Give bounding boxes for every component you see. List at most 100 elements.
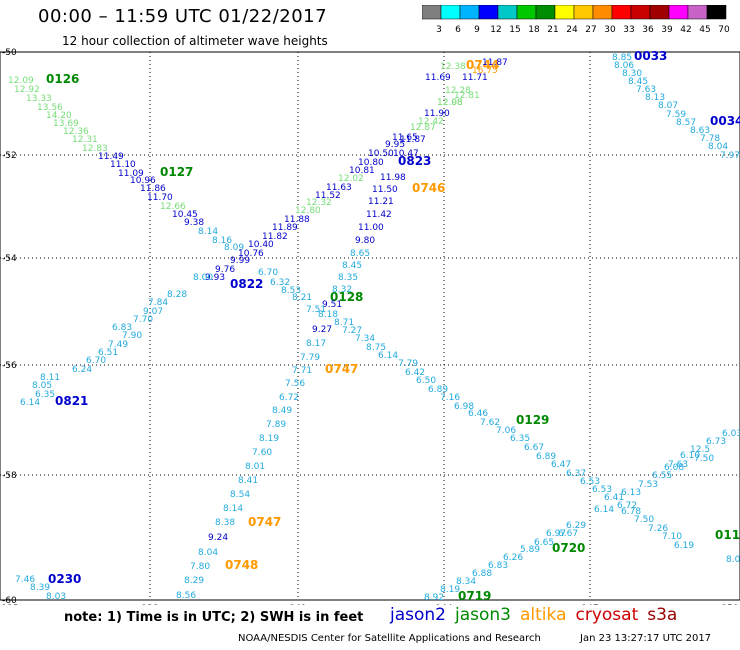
wave-height-value: 8.0 — [726, 555, 740, 565]
wave-height-value: 10.96 — [130, 176, 156, 186]
wave-height-value: 6.37 — [566, 469, 586, 479]
wave-height-value: 11.87 — [482, 58, 508, 68]
wave-height-value: 6.32 — [270, 278, 290, 288]
wave-height-value: 6.29 — [566, 521, 586, 531]
latitude-label: -52 — [2, 151, 17, 161]
page-title: 00:00 – 11:59 UTC 01/22/2017 — [38, 6, 328, 27]
wave-height-value: 12.80 — [295, 206, 321, 216]
colorbar-swatch — [706, 5, 727, 20]
wave-height-value: 6.14 — [20, 398, 40, 408]
wave-height-value: 7.90 — [122, 331, 142, 341]
wave-height-value: 7.70 — [133, 315, 153, 325]
wave-height-value: 12.38 — [440, 62, 466, 72]
wave-height-value: 6.26 — [503, 553, 523, 563]
map-frame — [0, 51, 740, 601]
wave-height-value: 8.29 — [184, 576, 204, 586]
wave-height-value: 7.60 — [252, 448, 272, 458]
pass-time-label: 0126 — [46, 72, 79, 86]
satellite-legend: jason2 jason3 altika cryosat s3a — [390, 605, 686, 625]
wave-height-value: 8.04 — [708, 142, 728, 152]
legend-item-cryosat: cryosat — [575, 605, 639, 625]
pass-time-label: 0033 — [634, 49, 667, 63]
wave-height-value: 8.32 — [332, 285, 352, 295]
wave-height-value: 7.62 — [480, 418, 500, 428]
wave-height-value: 12.02 — [338, 174, 364, 184]
pass-time-label: 0720 — [552, 541, 585, 555]
pass-time-label: 0719 — [458, 589, 491, 603]
wave-height-value: 9.95 — [385, 140, 405, 150]
wave-height-value: 8.19 — [259, 434, 279, 444]
wave-height-value: 6.10 — [680, 451, 700, 461]
wave-height-value: 7.06 — [496, 426, 516, 436]
colorbar-label: 30 — [604, 25, 616, 35]
wave-height-value: 8.09 — [224, 243, 244, 253]
wave-height-value: 7.80 — [190, 562, 210, 572]
pass-time-label: 0127 — [160, 165, 193, 179]
wave-height-value: 7.79 — [300, 353, 320, 363]
wave-height-value: 6.72 — [279, 393, 299, 403]
wave-height-value: 6.72 — [617, 501, 637, 511]
wave-height-value: 10.47 — [393, 149, 419, 159]
wave-height-value: 6.19 — [674, 541, 694, 551]
wave-height-value: 6.35 — [35, 390, 55, 400]
wave-height-value: 9.93 — [205, 273, 225, 283]
pass-time-label: 0748 — [225, 558, 258, 572]
pass-time-label: 0822 — [230, 277, 263, 291]
colorbar-label: 33 — [623, 25, 634, 35]
wave-height-value: 6.67 — [524, 443, 544, 453]
wave-height-value: 11.71 — [462, 73, 488, 83]
wave-height-value: 8.39 — [30, 583, 50, 593]
wave-height-value: 11.70 — [147, 193, 173, 203]
wave-height-value: 12.92 — [14, 85, 40, 95]
wave-height-value: 11.82 — [262, 232, 288, 242]
wave-height-value: 6.50 — [416, 376, 436, 386]
latitude-label: -58 — [2, 471, 17, 481]
colorbar-label: 39 — [661, 25, 673, 35]
wave-height-value: 6.46 — [468, 409, 488, 419]
legend-item-s3a: s3a — [647, 605, 678, 625]
wave-height-value: 7.84 — [148, 298, 168, 308]
pass-time-label: 0747 — [325, 362, 358, 376]
colorbar-label: 36 — [642, 25, 654, 35]
wave-height-value: 12.42 — [418, 117, 444, 127]
wave-height-value: 8.18 — [318, 310, 338, 320]
wave-height-value: 13.69 — [53, 119, 79, 129]
wave-height-value: 10.80 — [358, 158, 384, 168]
wave-height-value: 12.66 — [160, 202, 186, 212]
pass-time-label: 0128 — [330, 290, 363, 304]
colorbar-label: 42 — [680, 25, 691, 35]
wave-height-value: 7.16 — [440, 393, 460, 403]
colorbar-label: 45 — [699, 25, 710, 35]
wave-height-value: 8.07 — [658, 101, 678, 111]
wave-height-value: 12.87 — [410, 123, 436, 133]
wave-height-value: 7.34 — [355, 334, 375, 344]
wave-height-value: 8.41 — [238, 476, 258, 486]
wave-height-value: 11.87 — [400, 135, 426, 145]
wave-height-value: 5.89 — [520, 545, 540, 555]
wave-height-value: 8.35 — [338, 273, 358, 283]
wave-height-value: 7.71 — [292, 366, 312, 376]
wave-height-value: 6.55 — [652, 471, 672, 481]
latitude-label: -50 — [2, 48, 17, 58]
wave-height-value: 10.50 — [368, 149, 394, 159]
footnote: note: 1) Time is in UTC; 2) SWH is in fe… — [64, 610, 364, 625]
wave-height-value: 7.27 — [342, 326, 362, 336]
colorbar-label: 18 — [528, 25, 540, 35]
wave-height-value: 9.07 — [143, 307, 163, 317]
wave-height-value: 6.35 — [510, 434, 530, 444]
wave-height-value: 6.70 — [258, 268, 278, 278]
wave-height-value: 8.53 — [281, 286, 301, 296]
axis-labels: 135 138 141 144 147 150 -50 -52 -54 -56 -58 -60 — [1, 48, 738, 605]
wave-height-value: 10.45 — [172, 210, 198, 220]
wave-height-value: 8.92 — [424, 593, 444, 603]
wave-height-value: 8.30 — [622, 69, 642, 79]
colorbar-label: 24 — [566, 25, 578, 35]
wave-height-value: 6.14 — [378, 351, 398, 361]
wave-height-value: 6.89 — [428, 385, 448, 395]
wave-height-value: 6.14 — [594, 505, 614, 515]
wave-height-value: 6.88 — [472, 569, 492, 579]
wave-height-value: 9.51 — [322, 300, 342, 310]
wave-height-value: 6.65 — [534, 538, 554, 548]
wave-height-value: 8.06 — [614, 61, 634, 71]
wave-height-value: 7.10 — [662, 532, 682, 542]
